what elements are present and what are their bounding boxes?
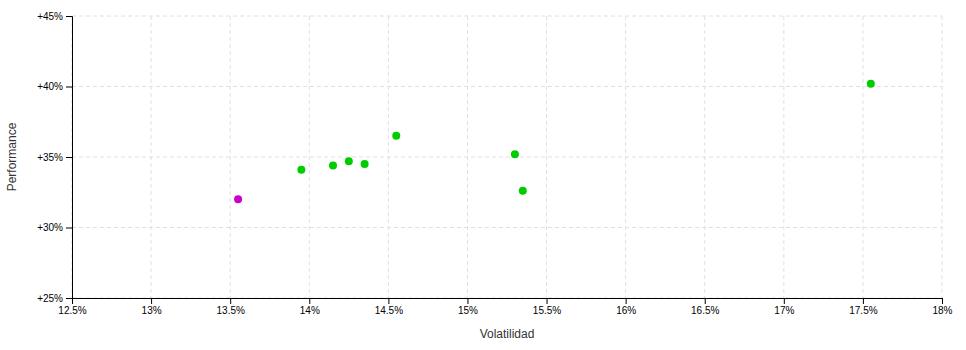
x-tick-mark [863,298,864,304]
y-axis-line [66,17,73,299]
x-tick: 17.5% [849,298,877,316]
grid-line-x [546,16,547,298]
x-tick: 17% [774,298,794,316]
chart: 12.5% 13% 13.5% 14% 14.5% 15% 15.5% 16% 16.5% 17%… [0,0,966,350]
point [511,150,519,158]
x-tick: 14% [300,298,320,316]
grid-line-x [309,16,310,298]
x-tick-mark [151,298,152,304]
point [392,132,400,140]
x-tick: 16% [616,298,636,316]
grid [72,16,942,298]
grid-line-x [783,16,784,298]
point [519,187,527,195]
y-tick-mark [66,157,72,158]
series [297,80,874,195]
series [234,195,242,203]
marks [234,80,875,204]
y-tick: +25% [37,293,72,304]
y-tick-mark [66,228,72,229]
x-tick-mark [388,298,389,304]
x-tick: 15% [458,298,478,316]
x-tick-mark [705,298,706,304]
point [297,166,305,174]
x-tick-mark [230,298,231,304]
x-tick-mark [547,298,548,304]
point [329,161,337,169]
x-tick-mark [942,298,943,304]
x-tick-label: 14.5% [375,305,403,316]
grid-line-y [72,16,942,17]
x-tick-label: 13% [142,305,162,316]
grid-line-y [72,227,942,228]
y-tick-mark [66,87,72,88]
x-tick-label: 16% [616,305,636,316]
x-tick: 15.5% [533,298,561,316]
x-axis-title: Volatilidad [480,327,535,341]
x-tick-label: 14% [300,305,320,316]
x-tick-mark [467,298,468,304]
y-tick-label: +30% [37,222,63,233]
x-tick-label: 12.5% [58,305,86,316]
x-tick: 14.5% [375,298,403,316]
y-tick: +30% [37,222,72,233]
x-tick: 13% [142,298,162,316]
point [234,195,242,203]
y-tick-mark [66,298,72,299]
y-tick: +40% [37,81,72,92]
x-tick-label: 17.5% [849,305,877,316]
x-tick-label: 15.5% [533,305,561,316]
y-tick-label: +25% [37,293,63,304]
y-tick-label: +45% [37,11,63,22]
y-tick: +45% [37,11,72,22]
x-tick-mark [784,298,785,304]
point [345,157,353,165]
point [361,160,369,168]
x-tick: 13.5% [217,298,245,316]
x-tick-label: 15% [458,305,478,316]
x-axis-line [73,299,943,305]
y-tick-label: +35% [37,152,63,163]
x-tick-label: 17% [774,305,794,316]
x-tick: 18% [932,298,952,316]
grid-line-y [72,157,942,158]
x-tick: 16.5% [691,298,719,316]
y-axis: +25% +30% +35% +40% +45% [37,11,72,304]
y-tick: +35% [37,152,72,163]
y-tick-label: +40% [37,81,63,92]
x-tick-label: 18% [932,305,952,316]
x-tick-label: 16.5% [691,305,719,316]
x-tick-mark [309,298,310,304]
x-tick-label: 13.5% [217,305,245,316]
x-axis: 12.5% 13% 13.5% 14% 14.5% 15% 15.5% 16% 16.5% 17%… [58,298,952,316]
plot-area: 12.5% 13% 13.5% 14% 14.5% 15% 15.5% 16% 16.5% 17%… [37,11,952,316]
x-tick-mark [626,298,627,304]
point [867,80,875,88]
grid-line-y [72,86,942,87]
y-axis-title: Performance [5,122,19,191]
y-tick-mark [66,16,72,17]
